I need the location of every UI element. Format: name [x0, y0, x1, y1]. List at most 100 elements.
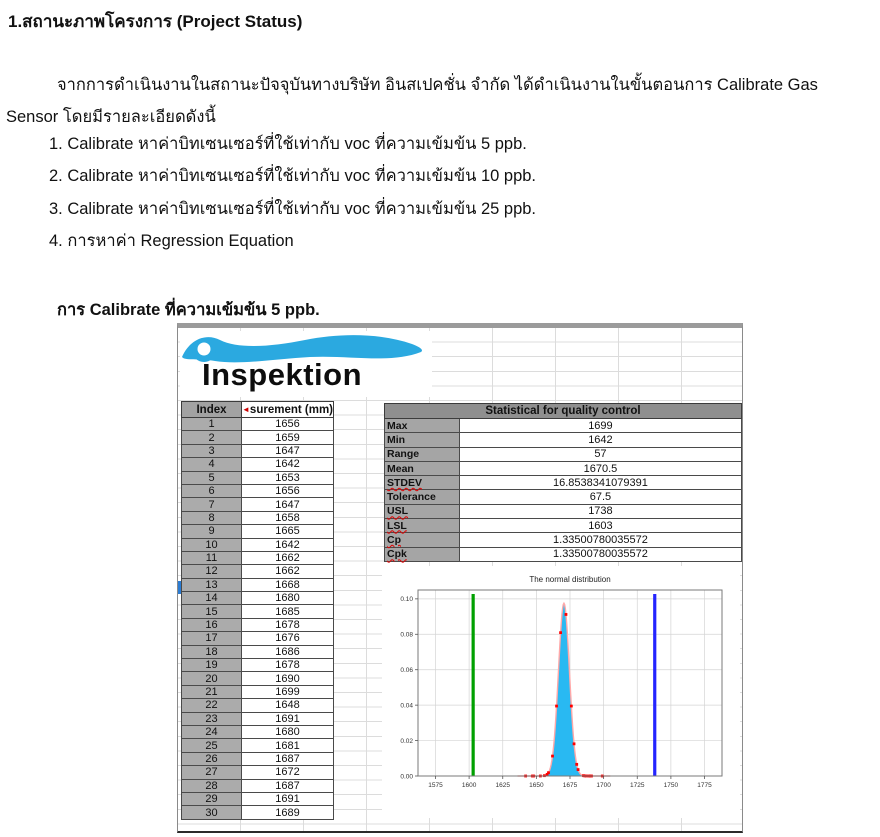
svg-text:1700: 1700 [596, 782, 611, 789]
measurement-cell: 1662 [241, 550, 334, 566]
logo-dot-inner [197, 342, 211, 356]
index-cell: 5 [181, 470, 242, 485]
table-row: Range 57 [384, 446, 743, 462]
table-row: 16 1678 [181, 617, 334, 633]
index-cell: 14 [181, 591, 242, 606]
table-row: 2 1659 [181, 430, 334, 445]
stat-value-cell: 1603 [458, 518, 743, 534]
index-cell: 8 [181, 510, 242, 526]
chart-title: The normal distribution [529, 575, 610, 584]
index-cell: 26 [181, 751, 242, 767]
measurement-cell: 1689 [241, 805, 334, 820]
table-row: 5 1653 [181, 470, 334, 485]
measurement-cell: 1656 [241, 416, 334, 432]
index-cell: 22 [181, 698, 242, 713]
index-cell: 9 [181, 524, 242, 539]
stat-label-cell: Cp [384, 532, 460, 548]
measurement-cell: 1699 [241, 684, 334, 700]
table-row: 6 1656 [181, 483, 334, 499]
table-row: 7 1647 [181, 497, 334, 512]
stat-label-cell: USL [384, 503, 460, 520]
measurement-cell: 1680 [241, 591, 334, 606]
table-row: 9 1665 [181, 524, 334, 539]
index-cell: 11 [181, 550, 242, 566]
table-row: 11 1662 [181, 550, 334, 566]
table-row: 25 1681 [181, 738, 334, 753]
table-row: 12 1662 [181, 564, 334, 579]
svg-text:1775: 1775 [697, 782, 712, 789]
logo-swoosh-icon [182, 335, 422, 363]
measurement-cell: 1672 [241, 765, 334, 780]
measurement-column-header: ◄surement (mm) [241, 401, 334, 418]
measurement-cell: 1691 [241, 791, 334, 807]
index-cell: 15 [181, 604, 242, 619]
measurement-cell: 1656 [241, 483, 334, 499]
stat-value-cell: 1699 [458, 417, 743, 434]
measurement-cell: 1687 [241, 778, 334, 793]
section-heading: การ Calibrate ที่ความเข้มข้น 5 ppb. [57, 301, 320, 319]
index-cell: 10 [181, 537, 242, 552]
measurement-cell: 1642 [241, 537, 334, 552]
index-cell: 24 [181, 724, 242, 740]
svg-text:0.04: 0.04 [400, 702, 413, 709]
svg-text:1675: 1675 [563, 782, 578, 789]
table-row: 29 1691 [181, 791, 334, 807]
measurement-cell: 1659 [241, 430, 334, 445]
row-selection-marker [178, 581, 181, 594]
paragraph-line-2: Sensor โดยมีรายละเอียดดังนี้ [6, 108, 216, 126]
table-row: 14 1680 [181, 591, 334, 606]
svg-text:0.06: 0.06 [400, 667, 413, 674]
svg-text:1750: 1750 [664, 782, 679, 789]
stat-value-cell: 1738 [458, 503, 743, 520]
index-cell: 30 [181, 805, 242, 820]
table-row: 30 1689 [181, 805, 334, 820]
index-cell: 12 [181, 564, 242, 579]
table-row: 27 1672 [181, 765, 334, 780]
stat-value-cell: 67.5 [458, 489, 743, 505]
table-row: 28 1687 [181, 778, 334, 793]
table-row: 20 1690 [181, 671, 334, 686]
table-row: Cpk 1.33500780035572 [384, 546, 743, 562]
measurement-cell: 1658 [241, 510, 334, 526]
statistics-table-title: Statistical for quality control [384, 403, 742, 419]
overflow-arrow-icon: ◄ [242, 404, 250, 414]
measurement-table: Index ◄surement (mm) 1 1656 2 1659 3 1647 4 164… [181, 401, 334, 820]
index-cell: 29 [181, 791, 242, 807]
table-row: Min 1642 [384, 432, 743, 448]
stat-label-cell: Tolerance [384, 489, 460, 505]
index-column-header: Index [181, 401, 242, 418]
stat-value-cell: 16.8538341079391 [458, 475, 743, 491]
table-row: 3 1647 [181, 443, 334, 459]
stat-value-cell: 1.33500780035572 [458, 546, 743, 562]
index-cell: 7 [181, 497, 242, 512]
statistics-header-row: Statistical for quality control [384, 403, 742, 419]
stat-label-cell: Cpk [384, 546, 460, 562]
table-row: Cp 1.33500780035572 [384, 532, 743, 548]
measurement-cell: 1642 [241, 457, 334, 472]
table-row: 26 1687 [181, 751, 334, 767]
measurement-cell: 1648 [241, 698, 334, 713]
table-row: 24 1680 [181, 724, 334, 740]
index-cell: 6 [181, 483, 242, 499]
svg-text:1725: 1725 [630, 782, 645, 789]
index-cell: 28 [181, 778, 242, 793]
list-item-1: 1. Calibrate หาค่าบิทเซนเซอร์ที่ใช้เท่าก… [49, 135, 527, 153]
index-cell: 1 [181, 416, 242, 432]
svg-text:0.08: 0.08 [400, 632, 413, 639]
table-row: 1 1656 [181, 416, 334, 432]
index-cell: 21 [181, 684, 242, 700]
stat-label-cell: Min [384, 432, 460, 448]
table-row: Tolerance 67.5 [384, 489, 743, 505]
measurement-cell: 1678 [241, 658, 334, 673]
table-row: 18 1686 [181, 644, 334, 660]
index-cell: 23 [181, 711, 242, 726]
measurement-cell: 1681 [241, 738, 334, 753]
measurement-header-row: Index ◄surement (mm) [181, 401, 334, 418]
table-row: 15 1685 [181, 604, 334, 619]
measurement-cell: 1668 [241, 577, 334, 593]
table-row: 17 1676 [181, 631, 334, 646]
table-row: 21 1699 [181, 684, 334, 700]
svg-text:0.10: 0.10 [400, 596, 413, 603]
stat-value-cell: 1.33500780035572 [458, 532, 743, 548]
